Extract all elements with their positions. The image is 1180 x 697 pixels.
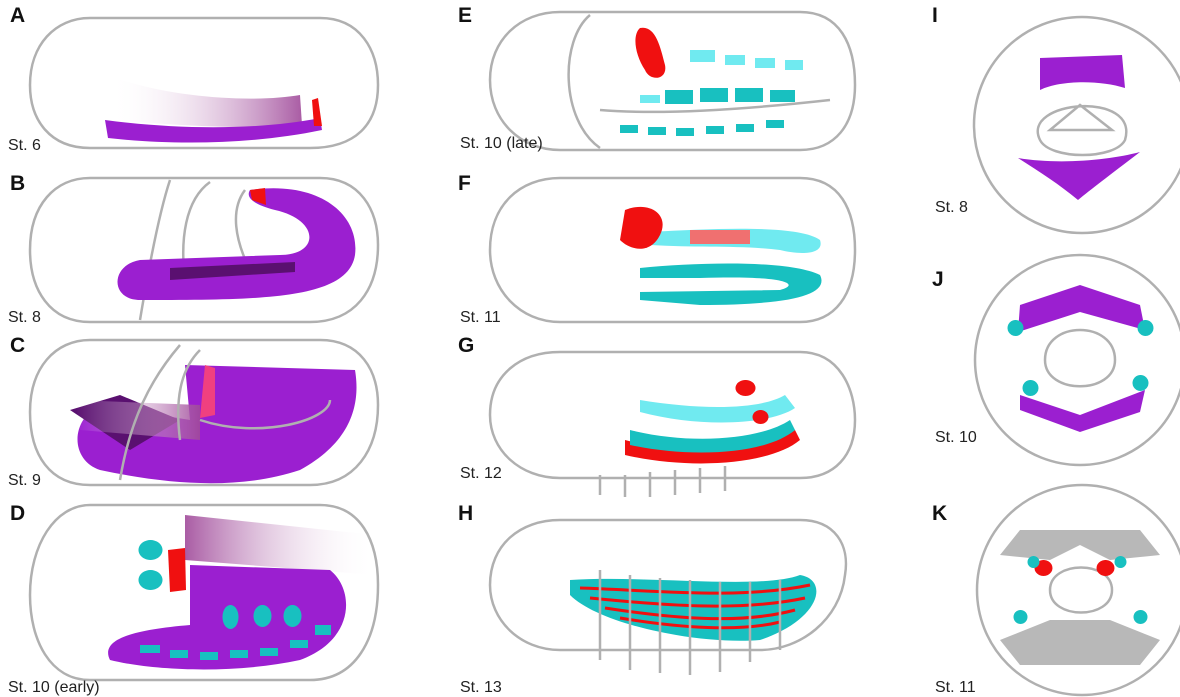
panel-letter: D	[10, 502, 25, 525]
panel-h	[490, 520, 846, 675]
stage-label: St. 10 (early)	[8, 679, 100, 696]
panel-letter: K	[932, 502, 947, 525]
panel-letter: E	[458, 4, 472, 27]
panel-a	[30, 18, 378, 148]
embryo-outline	[490, 12, 855, 150]
stage-label: St. 6	[8, 137, 41, 154]
section-outline	[974, 17, 1180, 233]
panel-f	[490, 178, 855, 322]
panel-e	[490, 12, 855, 150]
figure: A St. 6 B St. 8 C St. 9 D St. 10 (early) E St. 10…	[0, 0, 1180, 697]
stage-label: St. 11	[935, 679, 976, 696]
pink-band	[690, 230, 750, 244]
panel-b	[30, 178, 378, 322]
panel-i	[974, 17, 1180, 233]
stage-label: St. 13	[460, 679, 502, 696]
panel-j	[975, 255, 1180, 465]
stage-label: St. 10 (late)	[460, 135, 543, 152]
panel-g	[490, 352, 855, 497]
panel-letter: I	[932, 4, 938, 27]
stage-label: St. 8	[8, 309, 41, 326]
panel-letter: F	[458, 172, 471, 195]
panel-k	[977, 485, 1180, 695]
panel-letter: A	[10, 4, 25, 27]
stage-label: St. 10	[935, 429, 977, 446]
panel-letter: C	[10, 334, 25, 357]
panel-letter: B	[10, 172, 25, 195]
panel-d	[30, 505, 378, 680]
panel-c	[30, 340, 378, 485]
panel-letter: G	[458, 334, 474, 357]
stage-label: St. 9	[8, 472, 41, 489]
stage-label: St. 8	[935, 199, 968, 216]
stage-label: St. 12	[460, 465, 502, 482]
panel-letter: H	[458, 502, 473, 525]
stage-label: St. 11	[460, 309, 501, 326]
red-domain	[168, 548, 186, 592]
panel-letter: J	[932, 268, 944, 291]
